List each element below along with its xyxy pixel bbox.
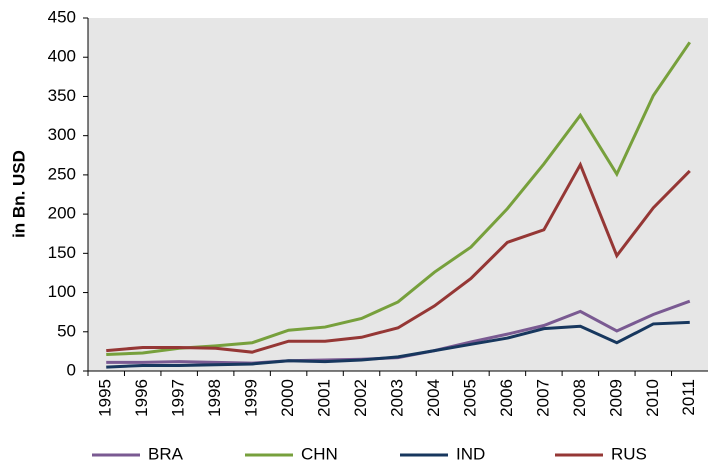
x-tick-label: 2006 (497, 379, 516, 417)
x-tick-label: 1999 (242, 379, 261, 417)
x-tick-label: 1996 (132, 379, 151, 417)
x-tick-label: 2002 (351, 379, 370, 417)
x-tick-label: 2008 (570, 379, 589, 417)
legend-label: CHN (301, 444, 338, 463)
legend-label: BRA (148, 444, 184, 463)
x-tick-label: 2001 (315, 379, 334, 417)
y-tick-label: 200 (48, 204, 76, 223)
y-tick-label: 400 (48, 47, 76, 66)
y-tick-label: 350 (48, 86, 76, 105)
legend-label: IND (456, 444, 485, 463)
y-tick-label: 0 (67, 360, 76, 379)
y-tick-label: 250 (48, 164, 76, 183)
x-tick-label: 2009 (606, 379, 625, 417)
x-tick-label: 2004 (424, 379, 443, 417)
y-tick-label: 150 (48, 243, 76, 262)
x-tick-label: 1997 (169, 379, 188, 417)
x-tick-label: 2011 (679, 379, 698, 416)
y-tick-label: 450 (48, 7, 76, 26)
data-line (106, 161, 691, 354)
x-tick-label: 1998 (205, 379, 224, 417)
x-tick-label: 1995 (96, 379, 115, 417)
x-tick-label: 2003 (387, 379, 406, 417)
plot-area (88, 18, 708, 371)
y-tick-label: 100 (48, 282, 76, 301)
x-tick-label: 2010 (643, 379, 662, 417)
data-line (106, 320, 690, 369)
x-tick-label: 2000 (278, 379, 297, 417)
y-tick-label: 300 (48, 125, 76, 144)
x-tick-label: 2005 (460, 379, 479, 417)
y-tick-label: 50 (57, 321, 76, 340)
y-axis-label: in Bn. USD (9, 150, 28, 238)
x-tick-label: 2007 (533, 379, 552, 417)
legend-label: RUS (611, 444, 647, 463)
